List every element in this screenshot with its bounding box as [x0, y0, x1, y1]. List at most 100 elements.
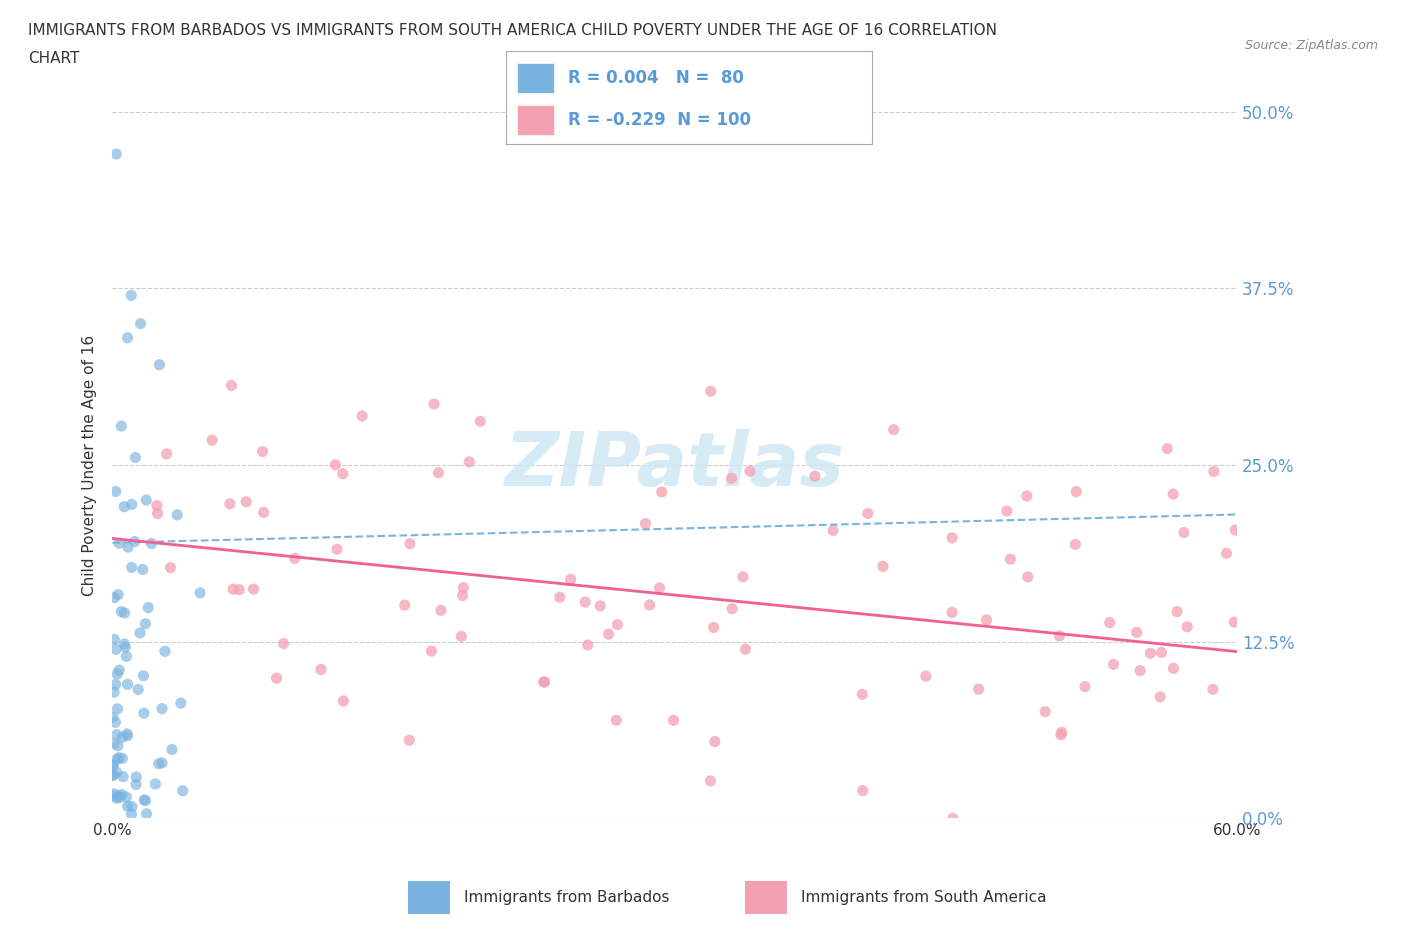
Point — [533, 674, 555, 689]
Point — [105, 751, 128, 766]
Point — [101, 757, 124, 772]
Point — [221, 378, 243, 392]
Point — [1015, 488, 1038, 503]
Point — [124, 534, 146, 549]
Point — [132, 562, 155, 577]
Point — [114, 605, 136, 620]
Point — [117, 539, 139, 554]
Point — [1166, 604, 1188, 619]
Point — [1202, 682, 1225, 697]
Point — [1050, 725, 1073, 740]
Point — [120, 288, 142, 303]
Point — [1098, 616, 1121, 631]
Point — [453, 580, 475, 595]
Point — [1064, 537, 1087, 551]
Text: ZIPatlas: ZIPatlas — [505, 429, 845, 501]
Point — [103, 789, 125, 804]
Point — [170, 696, 193, 711]
Point — [1215, 546, 1237, 561]
Text: R = 0.004   N =  80: R = 0.004 N = 80 — [568, 69, 744, 87]
Point — [134, 617, 156, 631]
Point — [1149, 689, 1171, 704]
Point — [284, 551, 307, 565]
FancyBboxPatch shape — [517, 63, 554, 93]
Point — [851, 686, 873, 701]
Point — [108, 536, 131, 551]
Point — [942, 811, 965, 826]
Point — [420, 644, 443, 658]
Point — [117, 330, 139, 345]
Point — [129, 316, 152, 331]
Point — [110, 418, 132, 433]
Point — [1139, 645, 1161, 660]
Point — [399, 537, 422, 551]
Text: Source: ZipAtlas.com: Source: ZipAtlas.com — [1244, 39, 1378, 52]
Point — [1163, 661, 1185, 676]
Point — [132, 706, 155, 721]
Point — [332, 694, 354, 709]
Point — [1125, 625, 1147, 640]
Point — [117, 728, 139, 743]
Point — [451, 588, 474, 603]
Point — [1156, 441, 1178, 456]
Point — [105, 667, 128, 682]
Point — [112, 499, 135, 514]
Point — [470, 414, 492, 429]
Point — [103, 632, 125, 647]
Point — [458, 455, 481, 470]
Point — [1000, 551, 1022, 566]
Point — [398, 733, 420, 748]
Point — [107, 587, 129, 602]
Point — [332, 466, 354, 481]
Point — [1225, 523, 1247, 538]
Point — [427, 465, 450, 480]
Point — [605, 713, 627, 728]
Point — [1049, 629, 1071, 644]
Point — [1102, 657, 1125, 671]
Point — [253, 505, 276, 520]
Point — [1074, 679, 1097, 694]
Point — [110, 604, 132, 619]
Point — [105, 727, 128, 742]
Point — [576, 638, 599, 653]
Point — [104, 642, 127, 657]
Point — [872, 559, 894, 574]
Point — [103, 684, 125, 699]
Point — [852, 783, 875, 798]
Point — [148, 756, 170, 771]
Point — [101, 768, 124, 783]
Point — [111, 751, 134, 766]
Point — [145, 777, 167, 791]
Point — [103, 736, 125, 751]
Point — [125, 777, 148, 792]
Text: IMMIGRANTS FROM BARBADOS VS IMMIGRANTS FROM SOUTH AMERICA CHILD POVERTY UNDER TH: IMMIGRANTS FROM BARBADOS VS IMMIGRANTS F… — [28, 23, 997, 38]
Point — [394, 598, 416, 613]
Point — [430, 603, 453, 618]
Point — [121, 497, 143, 512]
Point — [967, 682, 990, 697]
Point — [103, 767, 125, 782]
Point — [124, 450, 146, 465]
Point — [108, 790, 131, 804]
Point — [114, 640, 136, 655]
Point — [1175, 619, 1198, 634]
Point — [129, 626, 152, 641]
FancyBboxPatch shape — [517, 105, 554, 135]
Point — [700, 384, 723, 399]
Point — [103, 787, 125, 802]
Point — [108, 789, 131, 804]
Point — [108, 663, 131, 678]
Point — [915, 669, 938, 684]
Point — [720, 471, 742, 485]
Point — [218, 497, 240, 512]
Point — [172, 783, 194, 798]
Point — [105, 790, 128, 805]
Point — [121, 560, 143, 575]
Point — [1129, 663, 1152, 678]
Point — [731, 569, 754, 584]
Point — [166, 508, 188, 523]
Point — [159, 560, 181, 575]
Point — [423, 396, 446, 411]
Point — [127, 682, 149, 697]
Point — [105, 765, 128, 780]
